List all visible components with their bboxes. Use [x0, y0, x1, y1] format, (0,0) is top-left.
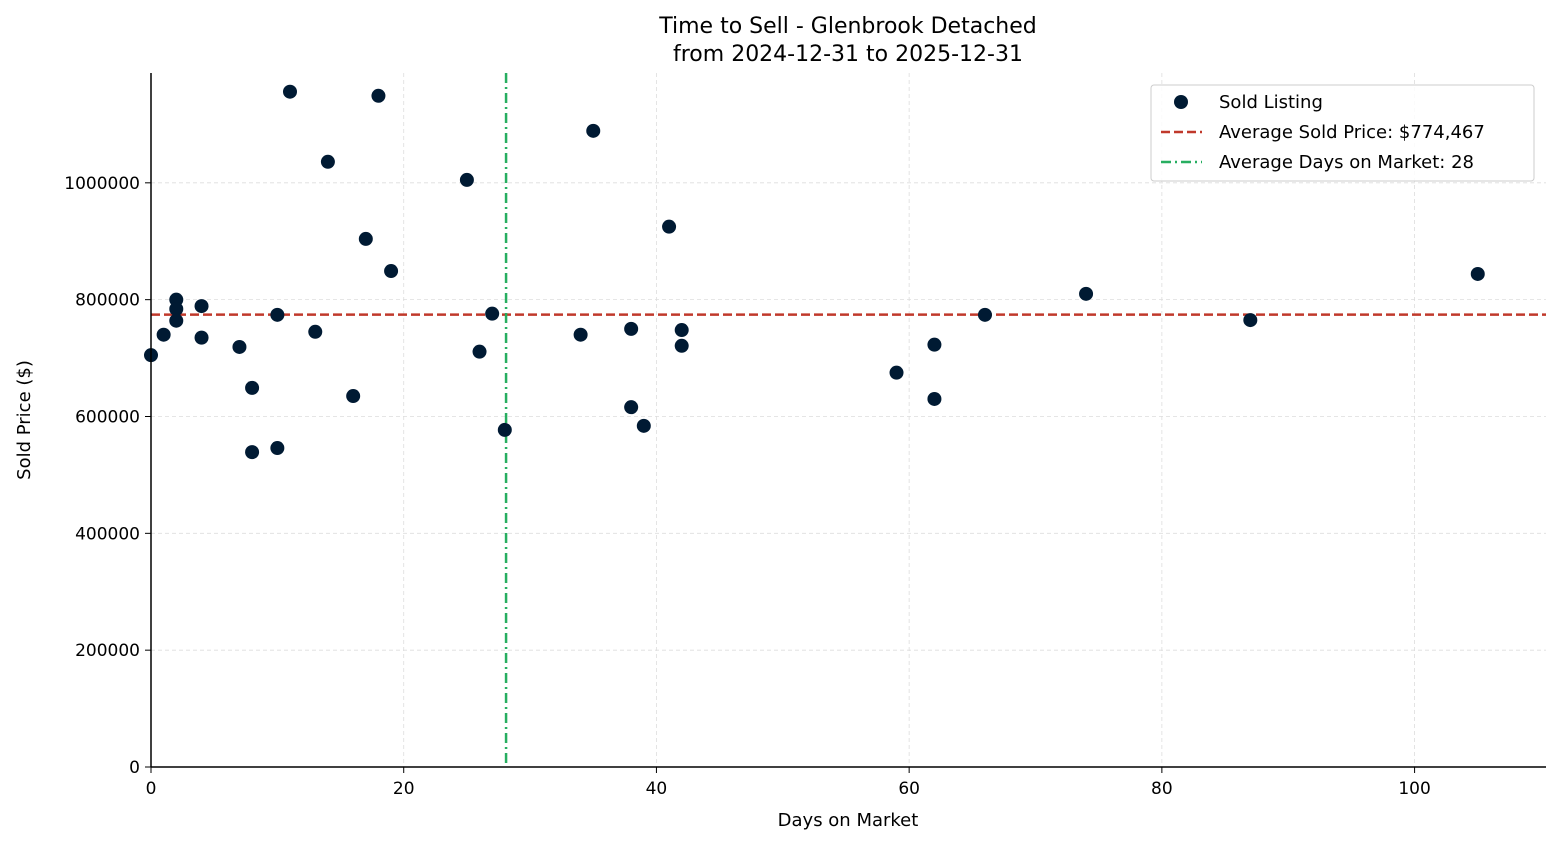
- legend-marker-sold-listing: [1174, 95, 1188, 109]
- data-point: [1470, 266, 1485, 281]
- data-point: [308, 324, 323, 339]
- x-tick-label: 20: [393, 779, 415, 799]
- data-point: [282, 84, 297, 99]
- data-point: [927, 337, 942, 352]
- legend: Sold Listing Average Sold Price: $774,46…: [1150, 84, 1535, 182]
- data-point: [624, 400, 639, 415]
- x-axis-label: Days on Market: [778, 810, 919, 831]
- data-point: [977, 307, 992, 322]
- data-point: [358, 231, 373, 246]
- y-tick-label: 800000: [75, 291, 140, 311]
- data-point: [573, 327, 588, 342]
- data-point: [384, 264, 399, 279]
- data-point: [245, 445, 260, 460]
- data-point: [1243, 313, 1258, 328]
- data-point: [472, 344, 487, 359]
- data-point: [927, 391, 942, 406]
- data-point: [636, 418, 651, 433]
- data-point: [156, 327, 171, 342]
- data-point: [371, 88, 386, 103]
- data-point: [169, 313, 184, 328]
- data-point: [889, 365, 904, 380]
- data-point: [1079, 286, 1094, 301]
- data-point: [674, 338, 689, 353]
- data-point: [320, 154, 335, 169]
- data-point: [624, 321, 639, 336]
- legend-label-sold-listing: Sold Listing: [1219, 92, 1323, 113]
- data-point: [232, 339, 247, 354]
- x-tick-label: 40: [646, 779, 668, 799]
- data-point: [245, 380, 260, 395]
- chart-subtitle: from 2024-12-31 to 2025-12-31: [673, 42, 1023, 67]
- x-tick-label: 0: [146, 779, 157, 799]
- data-point: [270, 307, 285, 322]
- legend-label-avg-price: Average Sold Price: $774,467: [1219, 122, 1485, 143]
- x-tick-label: 100: [1398, 779, 1430, 799]
- data-point: [459, 172, 474, 187]
- y-tick-label: 200000: [75, 641, 140, 661]
- data-point: [674, 323, 689, 338]
- data-point: [497, 422, 512, 437]
- y-axis-label: Sold Price ($): [14, 360, 35, 480]
- chart-title: Time to Sell - Glenbrook Detached: [658, 14, 1037, 39]
- data-point: [485, 306, 500, 321]
- data-point: [270, 441, 285, 456]
- y-tick-label: 400000: [75, 524, 140, 544]
- data-point: [194, 330, 209, 345]
- data-point: [194, 299, 209, 314]
- y-tick-label: 600000: [75, 407, 140, 427]
- data-point: [662, 219, 677, 234]
- data-point: [586, 123, 601, 138]
- data-point: [169, 302, 184, 317]
- legend-label-avg-days: Average Days on Market: 28: [1219, 152, 1474, 173]
- y-tick-label: 0: [129, 758, 140, 778]
- data-point: [346, 389, 361, 404]
- x-tick-label: 60: [898, 779, 920, 799]
- y-tick-label: 1000000: [64, 174, 140, 194]
- x-tick-label: 80: [1151, 779, 1173, 799]
